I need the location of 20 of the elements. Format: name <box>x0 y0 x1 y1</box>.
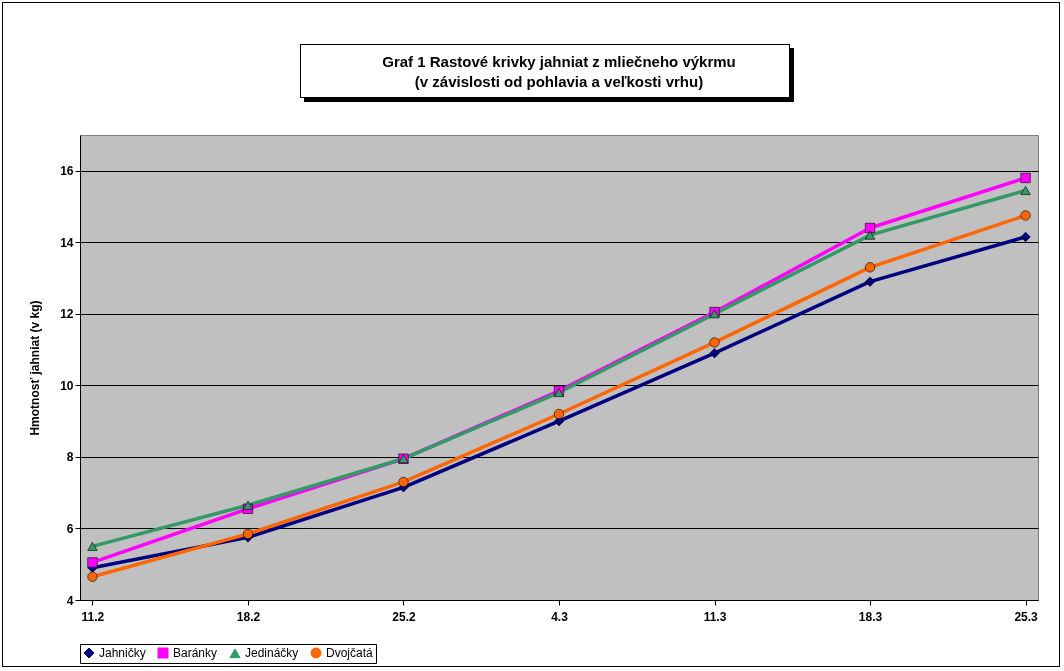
legend-label: Jahničky <box>99 646 146 660</box>
legend-label: Jedináčky <box>245 646 299 661</box>
y-tick-label: 10 <box>60 378 74 393</box>
x-tick-label: 18.2 <box>236 609 261 624</box>
x-tick-label: 4.3 <box>551 609 569 624</box>
x-tick-label: 11.2 <box>81 609 105 624</box>
y-axis-title: Hmotnosť jahniat (v kg) <box>28 300 43 436</box>
x-tick-label: 25.2 <box>392 609 416 624</box>
legend-label: Dvojčatá <box>326 646 374 660</box>
x-tick-label: 25.3 <box>1014 609 1039 624</box>
y-tick-label: 4 <box>66 593 74 608</box>
x-tick-label: 18.3 <box>858 609 883 624</box>
y-tick-label: 8 <box>66 450 74 465</box>
y-tick-label: 6 <box>66 521 74 536</box>
legend-label: Baránky <box>173 646 218 660</box>
y-tick-label: 12 <box>60 307 74 322</box>
y-tick-label: 14 <box>60 235 74 250</box>
x-tick-label: 11.3 <box>703 609 727 624</box>
chart-title: Graf 1 Rastové krivky jahniat z mliečneho výkrmu (v závislosti od pohlavia a veľkosti vrhu) <box>382 53 736 90</box>
y-tick-label: 16 <box>60 164 74 179</box>
